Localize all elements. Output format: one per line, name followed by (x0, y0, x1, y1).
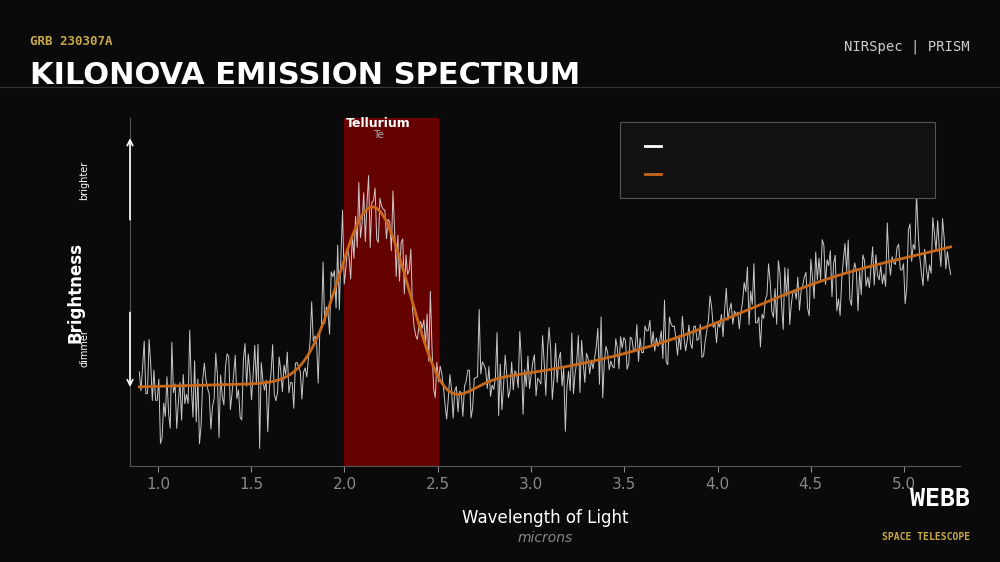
Bar (344, 118, 438, 466)
Text: dimmer: dimmer (79, 329, 89, 367)
Text: KILONOVA EMISSION SPECTRUM: KILONOVA EMISSION SPECTRUM (30, 61, 580, 90)
Text: Tellurium: Tellurium (346, 117, 410, 130)
Text: SPACE TELESCOPE: SPACE TELESCOPE (882, 532, 970, 542)
Text: WEBB: WEBB (910, 487, 970, 511)
Text: Te: Te (373, 130, 384, 140)
Text: Webb Data: Webb Data (674, 139, 743, 152)
Text: Brightness: Brightness (66, 242, 84, 343)
Text: Model: Model (674, 167, 711, 180)
Text: GRB 230307A: GRB 230307A (30, 35, 112, 48)
FancyBboxPatch shape (620, 121, 935, 198)
Text: brighter: brighter (79, 161, 89, 201)
Text: microns: microns (517, 531, 573, 545)
Text: NIRSpec | PRISM: NIRSpec | PRISM (844, 39, 970, 54)
Text: Wavelength of Light: Wavelength of Light (462, 509, 628, 527)
